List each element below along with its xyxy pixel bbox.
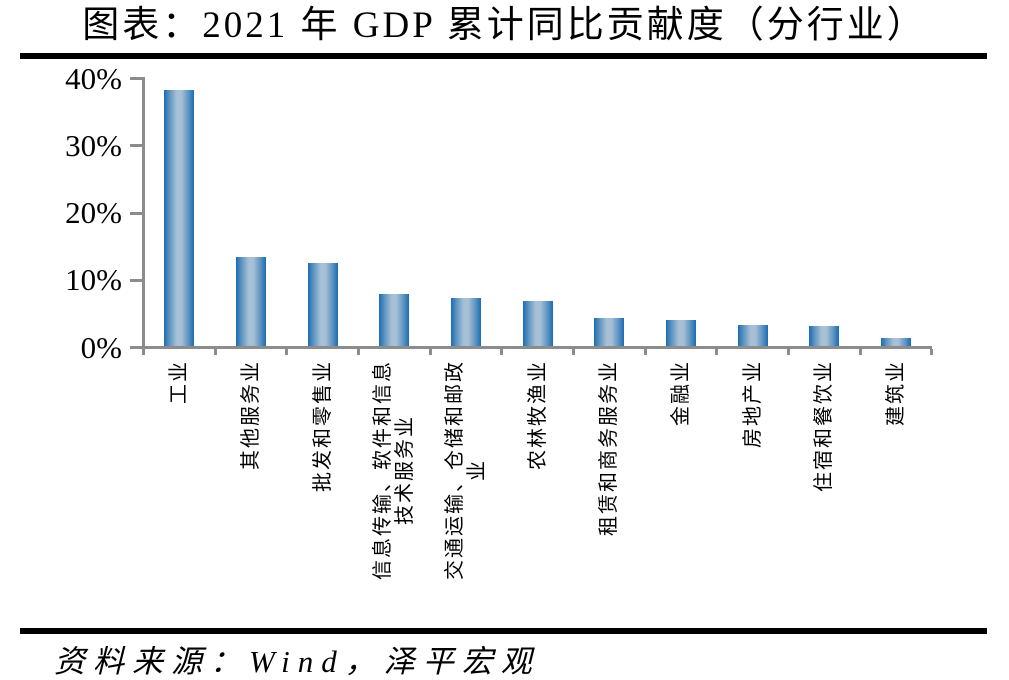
x-axis-label-line: 批发和零售业 bbox=[311, 360, 334, 492]
x-axis-label: 金融业 bbox=[670, 360, 692, 426]
x-axis-label: 交通运输、仓储和邮政业 bbox=[444, 360, 488, 580]
x-axis-label-line: 金融业 bbox=[669, 360, 692, 426]
bar-5 bbox=[450, 297, 481, 346]
x-axis-label: 房地产业 bbox=[742, 360, 764, 448]
x-axis-label-line: 住宿和餐饮业 bbox=[813, 360, 836, 492]
bar-1 bbox=[164, 90, 195, 346]
x-axis-label-line: 工业 bbox=[168, 360, 191, 404]
y-axis-label: 20% bbox=[65, 195, 122, 230]
x-axis-label: 租赁和商务服务业 bbox=[598, 360, 620, 536]
x-axis-label-line: 农林牧渔业 bbox=[526, 360, 549, 470]
footer-divider bbox=[20, 628, 987, 634]
y-axis-tick bbox=[130, 77, 143, 80]
x-axis-label-line: 租赁和商务服务业 bbox=[598, 360, 621, 536]
x-axis-tick bbox=[285, 349, 289, 355]
y-axis-line bbox=[142, 77, 145, 349]
y-axis-tick bbox=[130, 144, 143, 148]
x-axis-tick bbox=[213, 349, 217, 355]
x-axis-label-line: 建筑业 bbox=[884, 360, 907, 426]
x-axis-label: 批发和零售业 bbox=[312, 360, 334, 492]
x-axis-label-line: 其他服务业 bbox=[239, 360, 262, 470]
bar-2 bbox=[235, 256, 266, 346]
x-axis-tick bbox=[643, 349, 647, 355]
x-axis-label-line: 交通运输、仓储和邮政 bbox=[443, 360, 466, 580]
y-axis-tick bbox=[130, 278, 143, 282]
x-axis-tick bbox=[858, 349, 862, 355]
x-axis-label: 信息传输、软件和信息 技术服务业 bbox=[372, 360, 416, 580]
x-axis-label-line: 房地产业 bbox=[741, 360, 764, 448]
x-axis-tick bbox=[428, 349, 432, 355]
bar-4 bbox=[379, 293, 410, 346]
x-axis-label-line: 技术服务业 bbox=[394, 415, 417, 525]
x-axis-label-line: 信息传输、软件和信息 bbox=[372, 360, 395, 580]
title-divider bbox=[20, 53, 987, 59]
bar-8 bbox=[665, 320, 696, 346]
x-axis-tick bbox=[571, 349, 575, 355]
y-axis-label: 0% bbox=[80, 329, 122, 365]
x-axis-label-line: 业 bbox=[465, 459, 488, 481]
x-axis-tick bbox=[715, 349, 719, 355]
y-axis-tick bbox=[130, 211, 143, 215]
bar-10 bbox=[809, 326, 840, 346]
x-axis-label: 农林牧渔业 bbox=[527, 360, 549, 470]
bar-3 bbox=[307, 262, 338, 346]
x-axis-label: 建筑业 bbox=[885, 360, 907, 426]
y-axis-label: 10% bbox=[65, 262, 122, 298]
chart-title: 图表：2021 年 GDP 累计同比贡献度（分行业） bbox=[82, 5, 927, 46]
x-axis-label: 工业 bbox=[168, 360, 190, 404]
x-axis-tick bbox=[142, 349, 145, 355]
bar-7 bbox=[594, 317, 625, 346]
bar-6 bbox=[522, 300, 553, 346]
x-axis-label: 其他服务业 bbox=[240, 360, 262, 470]
y-axis-label: 30% bbox=[65, 127, 122, 163]
x-axis-tick bbox=[930, 349, 934, 355]
y-axis-label: 40% bbox=[65, 60, 122, 96]
x-axis-tick bbox=[356, 349, 360, 355]
y-axis-tick bbox=[130, 346, 143, 349]
x-axis-line bbox=[142, 346, 932, 349]
bar-11 bbox=[880, 337, 911, 346]
x-axis-label: 住宿和餐饮业 bbox=[813, 360, 835, 492]
bar-9 bbox=[737, 325, 768, 346]
x-axis-tick bbox=[500, 349, 504, 355]
source-note: 资料来源：Wind，泽平宏观 bbox=[54, 644, 540, 679]
x-axis-tick bbox=[786, 349, 790, 355]
